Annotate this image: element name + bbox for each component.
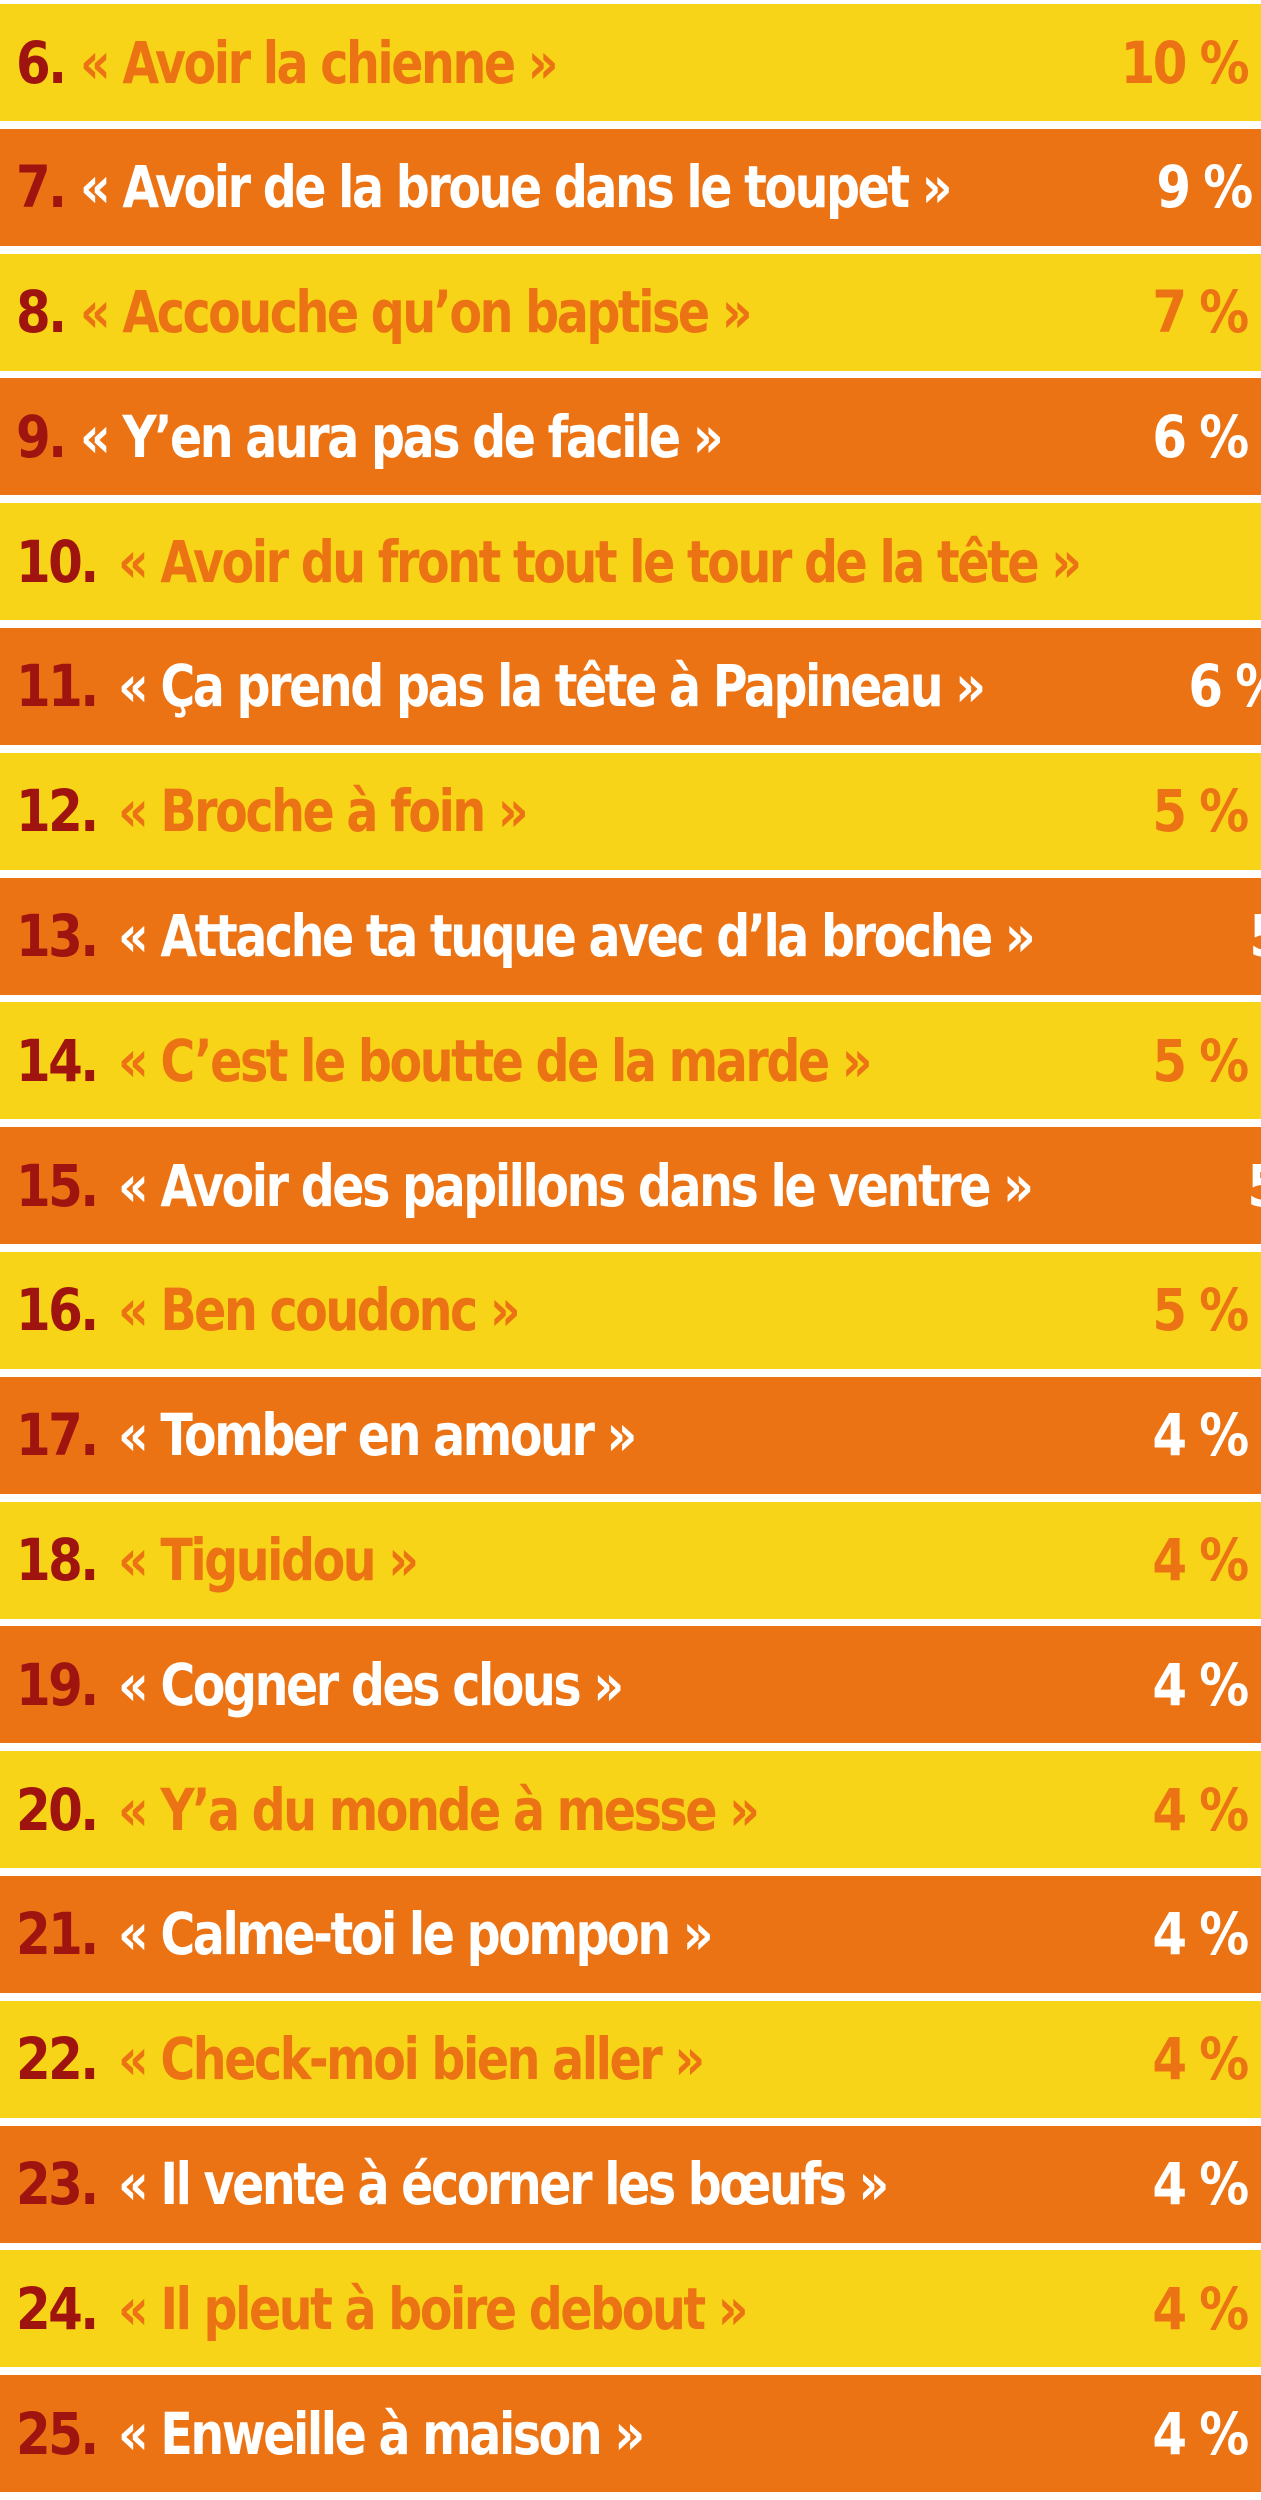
percentage-value: 9 % — [1156, 153, 1254, 222]
percentage-value: 10 % — [1120, 28, 1250, 97]
expression-text: « Tomber en amour » — [117, 1401, 637, 1470]
expression-text: « Accouche qu’on baptise » — [80, 278, 753, 347]
expression-text: « Enweille à maison » — [117, 2399, 645, 2468]
expression-text: « Y’en aura pas de facile » — [80, 402, 724, 471]
expression-text: « Calme-toi le pompon » — [117, 1900, 714, 1969]
expression-text: « Check-moi bien aller » — [117, 2025, 705, 2094]
expression-text: « Ça prend pas la tête à Papineau » — [117, 652, 986, 721]
list-item: 12. « Broche à foin » 5 % — [0, 752, 1261, 870]
list-item: 11. « Ça prend pas la tête à Papineau » … — [0, 627, 1261, 745]
list-item: 23. « Il vente à écorner les bœufs » 4 % — [0, 2125, 1261, 2243]
rank-number: 22. — [16, 2025, 99, 2094]
percentage-value: 4 % — [1152, 1900, 1250, 1969]
expression-text: « Attache ta tuque avec d’la broche » — [117, 902, 1036, 971]
list-item: 24. « Il pleut à boire debout » 4 % — [0, 2250, 1261, 2368]
percentage-value: 5 % — [1152, 1276, 1250, 1345]
rank-number: 13. — [16, 902, 99, 971]
rank-number: 24. — [16, 2274, 99, 2343]
rank-number: 12. — [16, 777, 99, 846]
expression-text: « Il vente à écorner les bœufs » — [117, 2150, 889, 2219]
rank-number: 17. — [16, 1401, 99, 1470]
list-item: 6. « Avoir la chienne » 10 % — [0, 4, 1261, 121]
percentage-value: 4 % — [1152, 1526, 1250, 1595]
list-item: 10. « Avoir du front tout le tour de la … — [0, 503, 1261, 621]
list-item: 15. « Avoir des papillons dans le ventre… — [0, 1127, 1261, 1245]
percentage-value: 5 % — [1152, 1026, 1250, 1095]
percentage-value: 5 % — [1247, 1152, 1261, 1220]
list-item: 25. « Enweille à maison » 4 % — [0, 2375, 1261, 2493]
percentage-value: 4 % — [1152, 2025, 1250, 2094]
list-item: 8. « Accouche qu’on baptise » 7 % — [0, 253, 1261, 371]
list-item: 19. « Cogner des clous » 4 % — [0, 1626, 1261, 1744]
percentage-value: 5 % — [1249, 902, 1261, 970]
list-item: 14. « C’est le boutte de la marde » 5 % — [0, 1002, 1261, 1120]
percentage-value: 4 % — [1152, 2399, 1250, 2468]
list-item: 9. « Y’en aura pas de facile » 6 % — [0, 378, 1261, 496]
expression-text: « Avoir du front tout le tour de la tête… — [117, 527, 1082, 596]
percentage-value: 6 % — [1188, 652, 1261, 721]
list-item: 21. « Calme-toi le pompon » 4 % — [0, 1875, 1261, 1993]
rank-number: 11. — [16, 652, 99, 721]
percentage-value: 4 % — [1152, 1775, 1250, 1844]
expression-text: « Avoir de la broue dans le toupet » — [80, 153, 953, 222]
percentage-value: 4 % — [1152, 2150, 1250, 2219]
rank-number: 15. — [16, 1151, 99, 1220]
rank-number: 14. — [16, 1026, 99, 1095]
percentage-value: 4 % — [1152, 2274, 1250, 2343]
list-item: 13. « Attache ta tuque avec d’la broche … — [0, 877, 1261, 995]
rank-number: 16. — [16, 1276, 99, 1345]
percentage-value: 6 % — [1152, 402, 1250, 471]
rank-number: 9. — [16, 402, 67, 471]
list-item: 17. « Tomber en amour » 4 % — [0, 1376, 1261, 1494]
expression-text: « Il pleut à boire debout » — [117, 2274, 748, 2343]
rank-number: 20. — [16, 1775, 99, 1844]
rank-number: 25. — [16, 2399, 99, 2468]
list-item: 20. « Y’a du monde à messe » 4 % — [0, 1751, 1261, 1869]
percentage-value: 4 % — [1152, 1650, 1250, 1719]
list-item: 16. « Ben coudonc » 5 % — [0, 1251, 1261, 1369]
rank-number: 23. — [16, 2150, 99, 2219]
rank-number: 19. — [16, 1650, 99, 1719]
expression-text: « Avoir des papillons dans le ventre » — [117, 1151, 1034, 1220]
expression-text: « Tiguidou » — [117, 1526, 419, 1595]
percentage-value: 5 % — [1152, 777, 1250, 846]
expression-text: « Avoir la chienne » — [80, 28, 558, 97]
percentage-value: 4 % — [1152, 1401, 1250, 1470]
expression-text: « Y’a du monde à messe » — [117, 1775, 760, 1844]
expression-text: « Ben coudonc » — [117, 1276, 521, 1345]
expression-text: « C’est le boutte de la marde » — [117, 1026, 873, 1095]
percentage-value: 7 % — [1152, 278, 1250, 347]
rank-number: 10. — [16, 527, 99, 596]
rank-number: 7. — [16, 153, 67, 222]
list-item: 7. « Avoir de la broue dans le toupet » … — [0, 128, 1261, 246]
list-item: 18. « Tiguidou » 4 % — [0, 1501, 1261, 1619]
rank-number: 6. — [16, 28, 67, 97]
rank-number: 21. — [16, 1900, 99, 1969]
rank-number: 8. — [16, 278, 67, 347]
list-item: 22. « Check-moi bien aller » 4 % — [0, 2000, 1261, 2118]
expression-text: « Cogner des clous » — [117, 1650, 624, 1719]
rank-number: 18. — [16, 1526, 99, 1595]
expression-text: « Broche à foin » — [117, 777, 529, 846]
expression-ranking-list: 6. « Avoir la chienne » 10 % 7. « Avoir … — [0, 4, 1261, 2500]
